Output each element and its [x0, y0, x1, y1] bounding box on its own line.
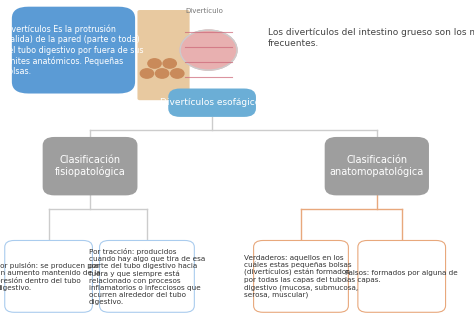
Circle shape: [180, 30, 237, 70]
FancyBboxPatch shape: [43, 137, 137, 195]
Text: Por tracción: producidos
cuando hay algo que tira de esa
parte del tubo digestiv: Por tracción: producidos cuando hay algo…: [89, 248, 205, 305]
Text: Por pulsión: se producen por
un aumento mantenido de la
presión dentro del tubo
: Por pulsión: se producen por un aumento …: [0, 262, 101, 291]
FancyBboxPatch shape: [168, 89, 256, 117]
FancyBboxPatch shape: [100, 240, 194, 312]
Text: Los divertículos del intestino grueso son los más
frecuentes.: Los divertículos del intestino grueso so…: [268, 28, 474, 48]
FancyBboxPatch shape: [358, 240, 446, 312]
Text: Divertículos esofágicos: Divertículos esofágicos: [160, 98, 264, 107]
FancyBboxPatch shape: [137, 10, 190, 100]
Text: Clasificación
anatomopatológica: Clasificación anatomopatológica: [330, 155, 424, 177]
Text: Falsos: formados por alguna de
las capas.: Falsos: formados por alguna de las capas…: [346, 270, 458, 283]
Text: Verdaderos: aquellos en los
cuáles estas pequeñas bolsas
(divertículos) están fo: Verdaderos: aquellos en los cuáles estas…: [244, 255, 358, 298]
FancyBboxPatch shape: [254, 240, 348, 312]
Text: Divertículos Es la protrusión
(salida) de la pared (parte o toda)
del tubo diges: Divertículos Es la protrusión (salida) d…: [3, 24, 144, 76]
Circle shape: [163, 59, 176, 68]
Text: Clasificación
fisiopatológica: Clasificación fisiopatológica: [55, 155, 126, 177]
FancyBboxPatch shape: [12, 7, 135, 94]
Circle shape: [171, 69, 184, 78]
FancyBboxPatch shape: [325, 137, 429, 195]
Circle shape: [155, 69, 169, 78]
Circle shape: [148, 59, 161, 68]
Text: Divertículo: Divertículo: [185, 8, 223, 14]
Circle shape: [140, 69, 154, 78]
FancyBboxPatch shape: [5, 240, 92, 312]
